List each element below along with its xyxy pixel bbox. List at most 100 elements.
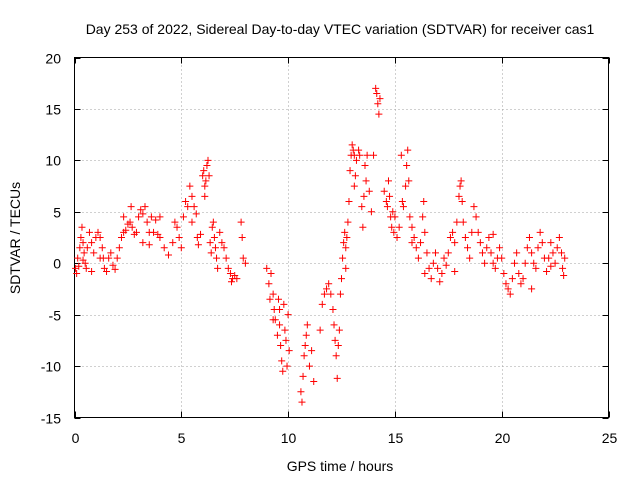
data-point-plus (190, 203, 198, 211)
data-point-plus (316, 326, 324, 334)
data-point-plus (213, 254, 221, 262)
data-point-plus (278, 357, 286, 365)
data-point-plus (237, 218, 245, 226)
data-point-plus (440, 254, 448, 262)
data-point-plus (343, 234, 351, 241)
data-point-plus (156, 234, 164, 241)
data-point-plus (184, 203, 192, 211)
x-tick-label: 25 (602, 430, 618, 446)
chart-title: Day 253 of 2022, Sidereal Day-to-day VTE… (86, 21, 595, 37)
data-point-plus (538, 239, 546, 247)
data-point-plus (421, 270, 429, 277)
data-point-plus (331, 336, 339, 344)
data-point-plus (382, 198, 390, 205)
data-point-plus (197, 230, 205, 238)
data-point-plus (388, 223, 396, 231)
data-point-plus (395, 223, 403, 231)
data-point-plus (410, 234, 418, 241)
data-point-plus (332, 352, 340, 360)
data-point-plus (536, 228, 544, 236)
data-point-plus (220, 244, 228, 252)
data-point-plus (115, 244, 123, 252)
data-point-plus (127, 203, 135, 211)
data-point-plus (360, 192, 368, 200)
data-point-plus (386, 192, 394, 200)
data-point-plus (126, 218, 134, 226)
data-point-plus (207, 249, 215, 257)
axis-ticks (74, 57, 610, 419)
data-point-plus (96, 234, 104, 241)
data-point-plus (375, 110, 383, 118)
data-point-plus (318, 300, 326, 308)
data-point-plus (455, 192, 463, 200)
data-point-plus (523, 244, 531, 252)
data-point-plus (282, 336, 290, 344)
data-point-plus (75, 262, 83, 270)
data-point-plus (449, 228, 457, 236)
data-point-plus (193, 234, 201, 241)
data-point-plus (417, 239, 425, 247)
data-point-plus (398, 198, 406, 205)
data-point-plus (205, 172, 213, 180)
data-point-plus (365, 187, 373, 195)
data-point-plus (139, 210, 147, 218)
data-point-plus (496, 244, 504, 252)
data-point-plus (391, 213, 399, 221)
data-point-plus (77, 234, 85, 241)
data-point-plus (330, 321, 338, 329)
data-point-plus (186, 182, 194, 190)
data-point-plus (160, 244, 168, 252)
data-point-plus (122, 226, 130, 234)
x-tick-label: 20 (495, 430, 511, 446)
data-point-plus (179, 213, 187, 221)
data-point-plus (372, 84, 380, 92)
data-point-plus (515, 270, 523, 277)
x-tick-labels: 0 5 10 15 20 25 (72, 430, 618, 446)
data-point-plus (338, 275, 345, 283)
data-point-plus (297, 388, 305, 396)
data-point-plus (327, 290, 335, 298)
data-point-plus (406, 213, 414, 221)
data-point-plus (214, 264, 222, 272)
data-point-plus (141, 203, 149, 211)
data-point-plus (227, 278, 235, 286)
data-point-plus (188, 192, 196, 200)
data-point-plus (367, 208, 375, 216)
data-point-plus (438, 270, 446, 277)
data-point-plus (545, 254, 553, 262)
data-point-plus (472, 213, 480, 221)
data-point-plus (117, 234, 125, 241)
data-point-plus (226, 270, 234, 277)
data-point-plus (419, 213, 427, 221)
data-point-plus (201, 192, 209, 200)
data-point-plus (431, 249, 439, 257)
data-point-plus (397, 151, 405, 159)
data-point-plus (113, 254, 121, 262)
data-point-plus (519, 275, 527, 283)
data-point-plus (468, 228, 476, 236)
data-point-plus (547, 239, 555, 247)
data-point-plus (511, 259, 519, 267)
data-point-plus (547, 262, 555, 270)
data-point-plus (442, 261, 450, 269)
data-point-plus (218, 239, 226, 247)
data-point-plus (485, 234, 493, 241)
data-point-plus (267, 270, 275, 277)
data-point-plus (201, 182, 209, 190)
data-point-plus (323, 285, 331, 293)
data-point-plus (408, 239, 416, 247)
plot-frame (74, 57, 609, 418)
data-point-plus (188, 218, 196, 226)
data-point-plus (534, 244, 542, 252)
data-point-plus (216, 228, 224, 236)
data-point-plus (182, 198, 190, 205)
data-point-plus (513, 249, 521, 257)
data-point-plus (202, 177, 210, 185)
y-tick-label: 20 (45, 51, 61, 67)
data-point-plus (551, 259, 559, 267)
y-tick-label: 5 (53, 205, 61, 221)
data-point-plus (451, 267, 459, 275)
data-point-plus (348, 141, 356, 149)
